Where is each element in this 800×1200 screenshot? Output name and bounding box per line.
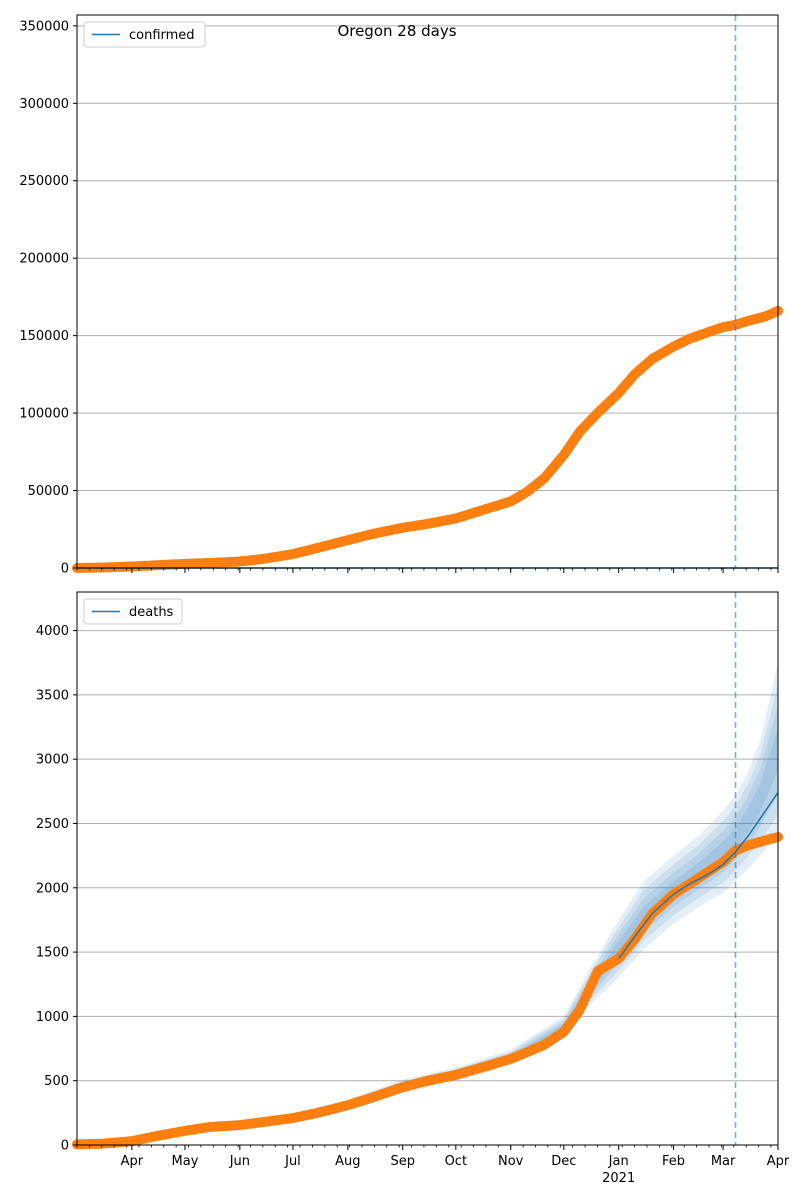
uncertainty-band [347,684,778,1108]
ytick-label: 350000 [19,19,69,34]
legend-box [83,21,206,48]
xtick-label: Mar [711,1154,736,1169]
axes-frame-deaths [76,591,779,1146]
model-line-deaths [618,792,779,959]
ytick-label: 0 [61,562,69,577]
xtick-label: Jan [608,1154,629,1169]
ytick-label: 2000 [36,881,69,896]
chart-title: Oregon 28 days [337,22,456,40]
grid-confirmed [77,25,778,569]
xtick-year-label: 2021 [602,1171,635,1186]
ytick-label: 0 [61,1139,69,1154]
chart-confirmed: 0 50000 100000 150000 200000 250000 300000 3500… [19,14,783,577]
xtick-label: Jun [229,1154,250,1169]
legend-label-deaths: deaths [129,605,174,620]
ytick-label: 50000 [28,484,69,499]
ytick-label: 300000 [19,97,69,112]
legend-confirmed: confirmed [83,21,206,48]
xtick-label: Apr [767,1154,790,1169]
uncertainty-band [347,706,778,1107]
ytick-label: 200000 [19,252,69,267]
points-confirmed [72,305,783,573]
model-line [618,792,779,959]
legend-box [83,598,183,625]
xticks-deaths: Apr May Jun Jul Aug Sep Oct Nov Dec Jan 2021 Feb Mar… [76,1145,790,1186]
legend-label-confirmed: confirmed [129,28,195,43]
ytick-label: 2500 [36,817,69,832]
xtick-label: May [172,1154,199,1169]
ytick-label: 250000 [19,174,69,189]
yticks-confirmed: 0 50000 100000 150000 200000 250000 300000 3500… [19,19,77,577]
xtick-label: Dec [551,1154,576,1169]
ytick-label: 4000 [36,624,69,639]
ytick-label: 150000 [19,329,69,344]
xtick-label: Apr [121,1154,144,1169]
uncertainty-band [347,727,778,1106]
ytick-label: 1500 [36,946,69,961]
xtick-label: Nov [498,1154,524,1169]
ytick-label: 3500 [36,688,69,703]
xtick-label: Sep [390,1154,415,1169]
ytick-label: 100000 [19,407,69,422]
yticks-deaths: 0 500 1000 1500 2000 2500 3000 3500 4000 [36,624,77,1154]
chart-deaths: 0 500 1000 1500 2000 2500 3000 3500 4000 Apr May J… [36,591,790,1186]
xtick-label: Jul [284,1154,301,1169]
axes-frame-confirmed [76,14,779,569]
xtick-label: Feb [662,1154,685,1169]
ytick-label: 500 [44,1074,69,1089]
xticks-confirmed [76,568,779,573]
bands-deaths [347,662,778,1109]
legend-deaths: deaths [83,598,183,625]
ytick-label: 1000 [36,1010,69,1025]
xtick-label: Aug [335,1154,360,1169]
xtick-label: Oct [445,1154,467,1169]
ytick-label: 3000 [36,753,69,768]
